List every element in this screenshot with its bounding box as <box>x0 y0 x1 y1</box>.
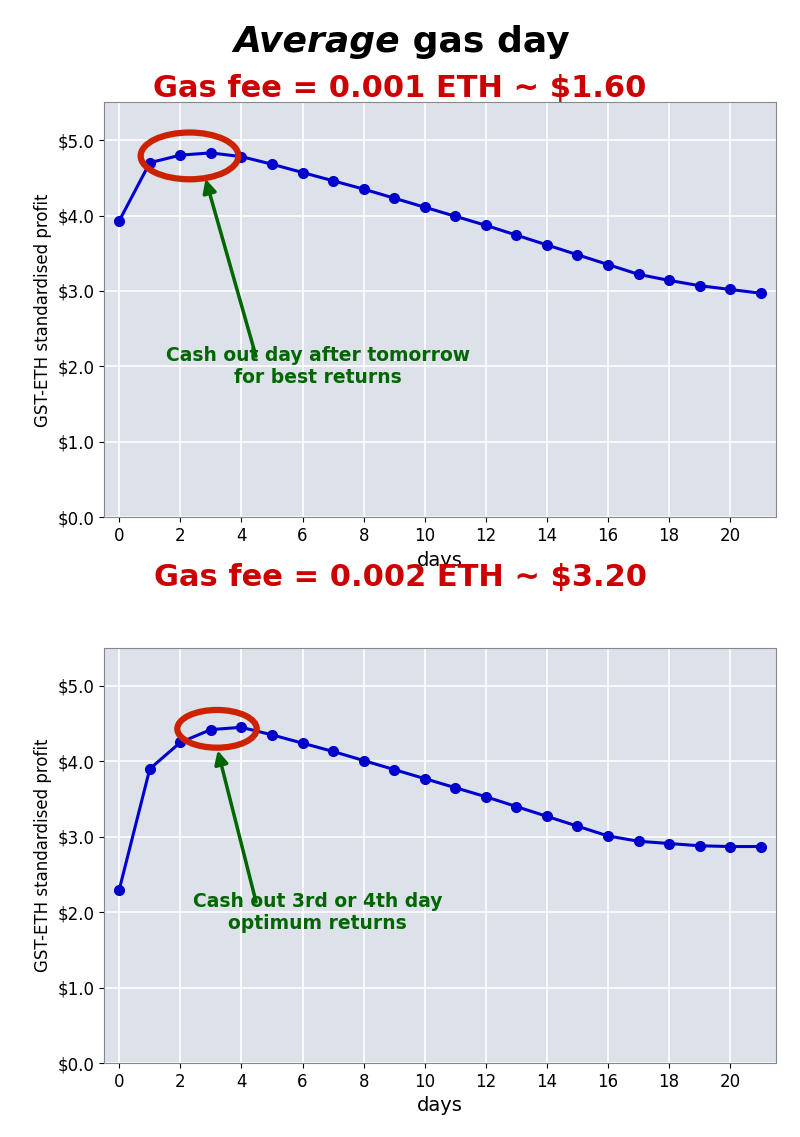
Text: Cash out 3rd or 4th day
optimum returns: Cash out 3rd or 4th day optimum returns <box>193 891 442 932</box>
X-axis label: days: days <box>417 550 463 570</box>
Text: Gas fee = 0.001 ETH ~ $1.60: Gas fee = 0.001 ETH ~ $1.60 <box>154 74 646 103</box>
Text: Cash out day after tomorrow
for best returns: Cash out day after tomorrow for best ret… <box>166 346 470 387</box>
Text: Gas fee = 0.002 ETH ~ $3.20: Gas fee = 0.002 ETH ~ $3.20 <box>154 563 646 592</box>
Text: gas day: gas day <box>400 25 570 59</box>
X-axis label: days: days <box>417 1096 463 1115</box>
Y-axis label: GST-ETH standardised profit: GST-ETH standardised profit <box>34 739 52 972</box>
Text: Average: Average <box>234 25 400 59</box>
Y-axis label: GST-ETH standardised profit: GST-ETH standardised profit <box>34 193 52 426</box>
